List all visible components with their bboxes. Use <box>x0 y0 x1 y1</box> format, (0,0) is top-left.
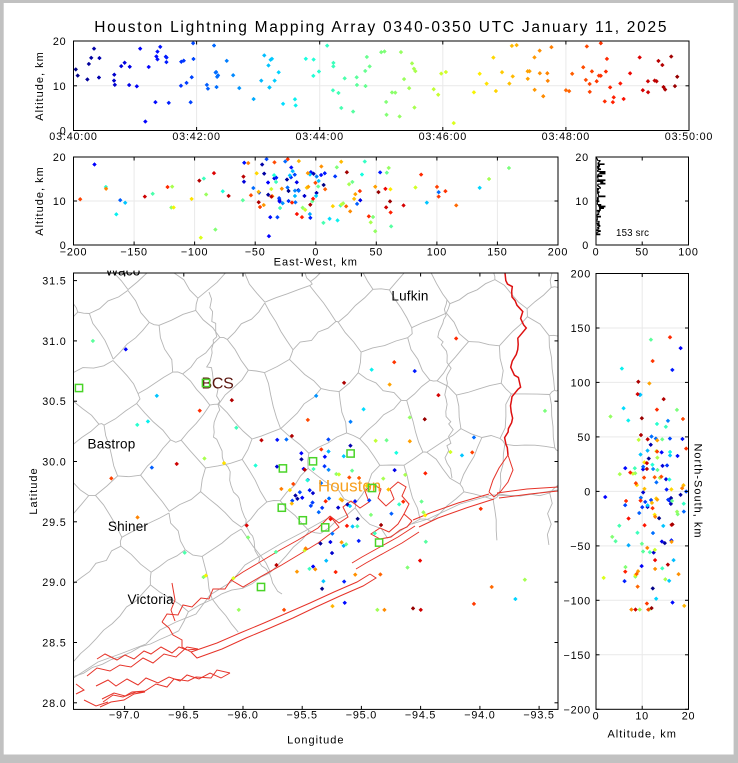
svg-text:30.0: 30.0 <box>42 457 66 469</box>
svg-text:30.5: 30.5 <box>42 396 66 408</box>
svg-text:50: 50 <box>577 432 591 444</box>
svg-text:150: 150 <box>571 323 591 335</box>
svg-text:−94.0: −94.0 <box>464 710 495 722</box>
svg-text:Latitude: Latitude <box>28 467 40 514</box>
svg-text:East-West, km: East-West, km <box>274 257 358 269</box>
svg-text:0: 0 <box>593 247 600 259</box>
svg-text:−100: −100 <box>563 595 591 607</box>
svg-text:0: 0 <box>584 486 591 498</box>
svg-text:20: 20 <box>53 36 67 48</box>
svg-text:Waco: Waco <box>106 264 141 279</box>
svg-text:Lufkin: Lufkin <box>391 289 428 304</box>
svg-text:10: 10 <box>53 81 67 93</box>
svg-text:0: 0 <box>582 240 589 252</box>
svg-text:29.0: 29.0 <box>42 577 66 589</box>
svg-text:10: 10 <box>575 196 589 208</box>
svg-text:−96.5: −96.5 <box>168 710 199 722</box>
svg-text:−200: −200 <box>60 247 88 259</box>
svg-text:Altitude, km: Altitude, km <box>607 729 676 741</box>
svg-text:03:50:00: 03:50:00 <box>665 131 713 143</box>
svg-text:200: 200 <box>571 269 591 281</box>
svg-text:−100: −100 <box>181 247 209 259</box>
svg-text:Longitude: Longitude <box>287 735 344 747</box>
svg-text:28.0: 28.0 <box>42 698 66 710</box>
svg-text:North-South, km: North-South, km <box>692 443 704 538</box>
svg-text:−93.5: −93.5 <box>523 710 554 722</box>
svg-text:100: 100 <box>427 247 447 259</box>
svg-text:−96.0: −96.0 <box>227 710 258 722</box>
svg-text:−94.5: −94.5 <box>405 710 436 722</box>
svg-text:31.0: 31.0 <box>42 336 66 348</box>
svg-text:0: 0 <box>60 126 67 138</box>
svg-text:03:44:00: 03:44:00 <box>295 131 343 143</box>
svg-text:200: 200 <box>548 247 568 259</box>
svg-text:−200: −200 <box>563 704 591 716</box>
svg-text:10: 10 <box>635 711 649 723</box>
svg-text:0: 0 <box>312 247 319 259</box>
svg-text:50: 50 <box>369 247 383 259</box>
svg-text:100: 100 <box>678 247 698 259</box>
svg-text:−95.0: −95.0 <box>346 710 377 722</box>
svg-text:−50: −50 <box>570 541 591 553</box>
svg-text:10: 10 <box>53 196 67 208</box>
svg-text:03:48:00: 03:48:00 <box>542 131 590 143</box>
svg-text:BCS: BCS <box>202 376 234 393</box>
svg-text:0: 0 <box>60 240 67 252</box>
svg-text:0: 0 <box>593 711 600 723</box>
svg-text:50: 50 <box>635 247 649 259</box>
svg-text:03:46:00: 03:46:00 <box>419 131 467 143</box>
svg-text:Altitude, km: Altitude, km <box>34 166 46 235</box>
svg-text:150: 150 <box>487 247 507 259</box>
svg-text:−150: −150 <box>563 650 591 662</box>
svg-text:−95.5: −95.5 <box>287 710 318 722</box>
svg-text:28.5: 28.5 <box>42 638 66 650</box>
svg-text:03:40:00: 03:40:00 <box>49 131 97 143</box>
svg-text:20: 20 <box>575 152 589 164</box>
svg-text:−97.0: −97.0 <box>109 710 140 722</box>
svg-text:153 src: 153 src <box>616 228 649 239</box>
svg-text:−50: −50 <box>245 247 266 259</box>
svg-text:Shiner: Shiner <box>108 519 149 534</box>
svg-text:−150: −150 <box>120 247 148 259</box>
svg-text:Houston Lightning Mapping Arra: Houston Lightning Mapping Array 0340-035… <box>94 19 668 36</box>
svg-text:Bastrop: Bastrop <box>88 437 136 452</box>
svg-text:Altitude, km: Altitude, km <box>34 51 46 120</box>
svg-text:29.5: 29.5 <box>42 517 66 529</box>
svg-text:Victoria: Victoria <box>128 592 175 607</box>
svg-text:Houston: Houston <box>318 477 381 496</box>
svg-text:20: 20 <box>682 711 696 723</box>
svg-text:31.5: 31.5 <box>42 276 66 288</box>
svg-text:20: 20 <box>53 152 67 164</box>
svg-text:03:42:00: 03:42:00 <box>172 131 220 143</box>
svg-text:100: 100 <box>571 377 591 389</box>
